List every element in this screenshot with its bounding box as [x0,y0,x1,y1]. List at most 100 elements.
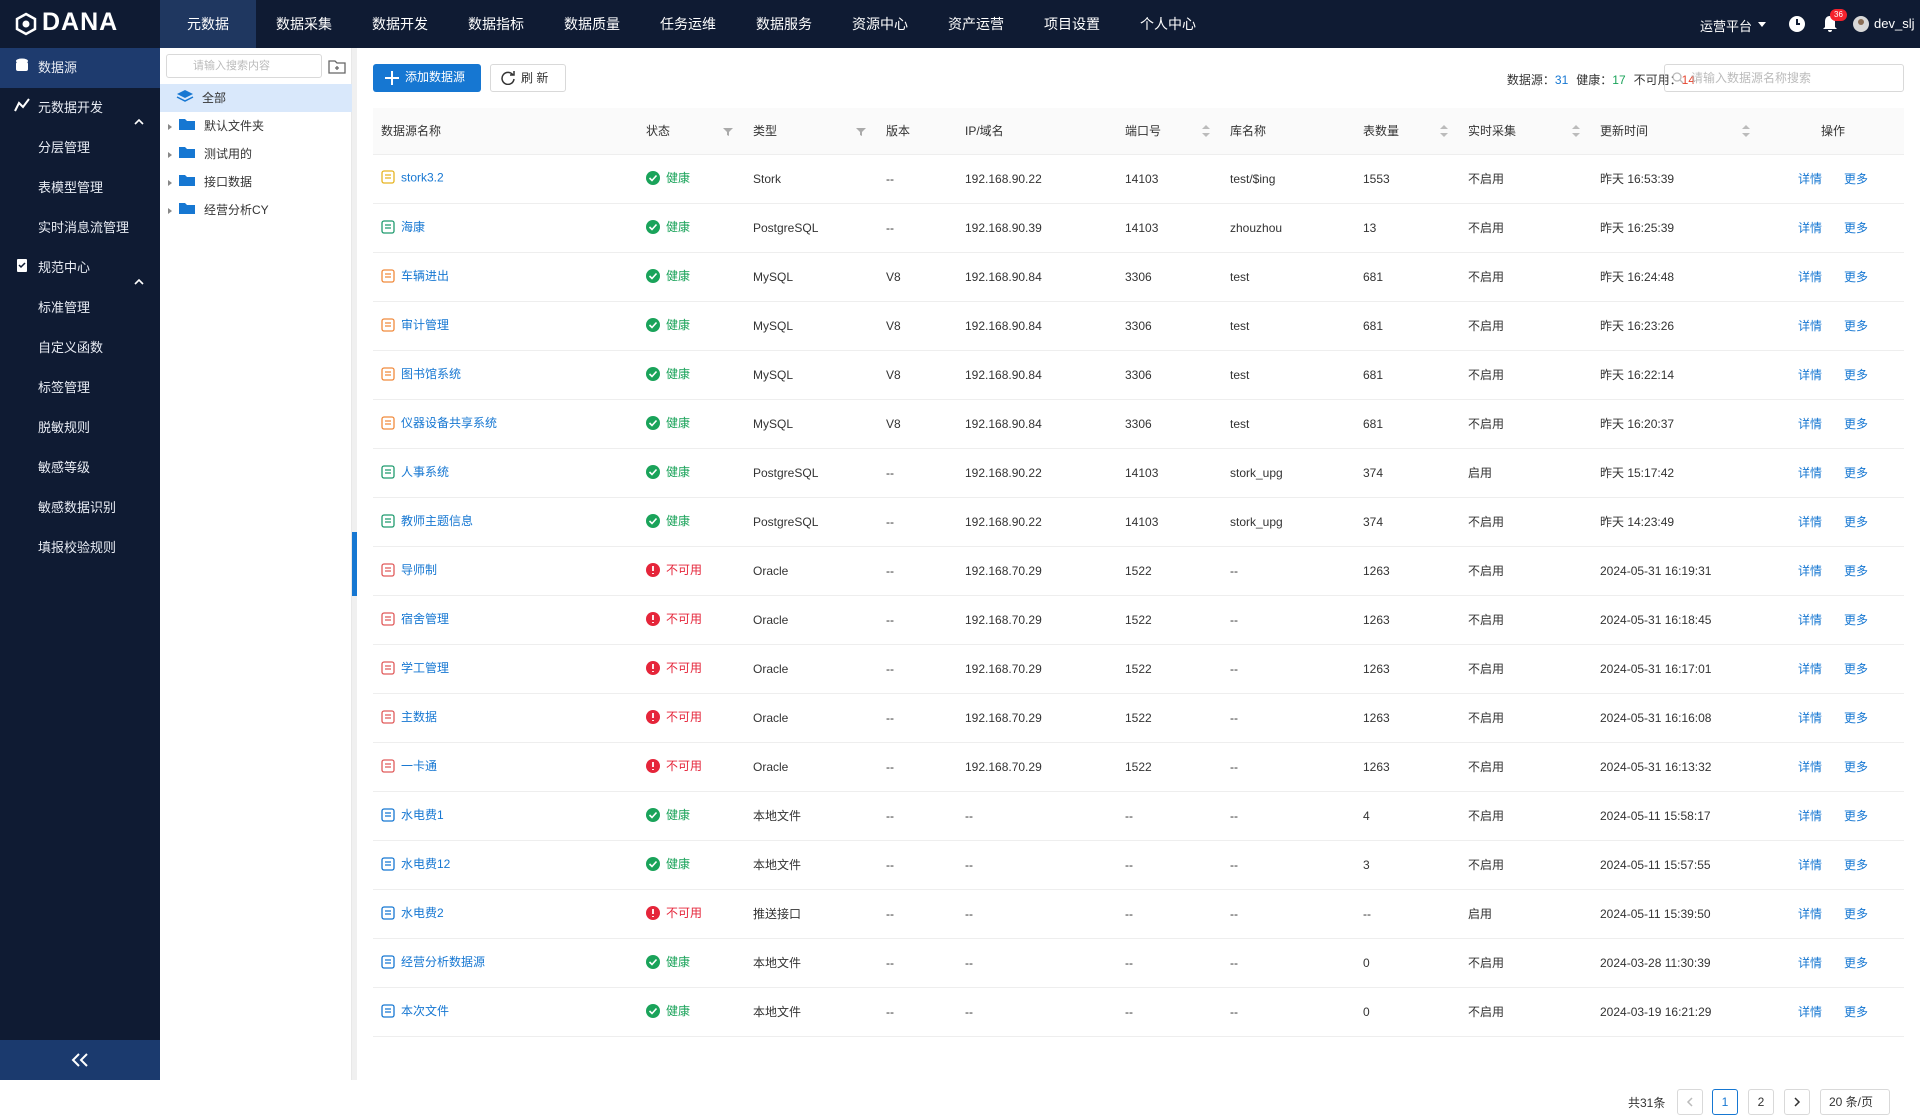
tree-node[interactable]: 经营分析CY [160,196,352,224]
action-link[interactable]: 详情 [1797,417,1822,431]
nav-tab[interactable]: 元数据 [160,0,256,48]
action-link[interactable]: 更多 [1844,319,1869,333]
submenu-item[interactable]: 分层管理 [38,140,91,155]
nav-tab[interactable]: 项目设置 [1044,16,1100,32]
action-link[interactable]: 更多 [1844,760,1869,774]
tree-search[interactable]: 请输入搜索内容 [166,54,322,78]
avatar[interactable] [1852,15,1870,33]
submenu-item[interactable]: 敏感等级 [38,460,91,475]
action-link[interactable]: 更多 [1844,1005,1869,1019]
action-link[interactable]: 更多 [1844,613,1869,627]
page-size[interactable]: 20 条/页 [1820,1089,1890,1115]
action-link[interactable]: 详情 [1797,564,1822,578]
source-name[interactable]: 人事系统 [401,465,450,480]
action-link[interactable]: 详情 [1797,270,1822,284]
action-link[interactable]: 更多 [1844,809,1869,823]
action-link[interactable]: 更多 [1844,956,1869,970]
action-link[interactable]: 详情 [1797,221,1822,235]
action-link[interactable]: 更多 [1844,711,1869,725]
action-link[interactable]: 更多 [1844,564,1869,578]
action-link[interactable]: 详情 [1797,907,1822,921]
menu-item[interactable]: 规范中心 [0,248,160,288]
source-name[interactable]: 教师主题信息 [401,514,474,529]
source-name[interactable]: 水电费1 [401,808,444,823]
source-name[interactable]: stork3.2 [401,170,444,185]
action-link[interactable]: 详情 [1797,662,1822,676]
submenu-item[interactable]: 敏感数据识别 [38,500,117,515]
action-link[interactable]: 详情 [1797,515,1822,529]
action-link[interactable]: 更多 [1844,368,1869,382]
action-link[interactable]: 详情 [1797,956,1822,970]
source-name[interactable]: 主数据 [401,710,438,725]
nav-tab[interactable]: 资源中心 [852,16,908,32]
action-link[interactable]: 详情 [1797,760,1822,774]
nav-tab[interactable]: 资产运营 [948,16,1004,32]
prev-page[interactable] [1677,1089,1703,1115]
action-link[interactable]: 更多 [1844,515,1869,529]
submenu-item[interactable]: 脱敏规则 [38,420,91,435]
new-folder-icon[interactable] [328,58,346,74]
action-link[interactable]: 更多 [1844,858,1869,872]
action-link[interactable]: 详情 [1797,466,1822,480]
nav-tab[interactable]: 数据开发 [372,16,428,32]
table-row: 车辆进出 健康 MySQL V8 192.168.90.84 3306 test 681 不启用… [373,252,1904,302]
nav-tab[interactable]: 个人中心 [1140,16,1196,32]
action-link[interactable]: 更多 [1844,907,1869,921]
source-name[interactable]: 仪器设备共享系统 [401,416,498,431]
page-button[interactable]: 2 [1748,1089,1774,1115]
refresh-button[interactable]: 刷 新 [490,64,566,92]
menu-item[interactable]: 数据源 [0,48,160,88]
action-link[interactable]: 详情 [1797,613,1822,627]
nav-tab[interactable]: 数据服务 [756,16,812,32]
platform-select[interactable]: 运营平台 [1700,19,1753,34]
tree-node[interactable]: 全部 [160,84,352,112]
action-link[interactable]: 详情 [1797,368,1822,382]
source-name[interactable]: 水电费2 [401,906,444,921]
scroll-thumb[interactable] [352,532,357,596]
nav-tab[interactable]: 数据指标 [468,16,524,32]
source-name[interactable]: 经营分析数据源 [401,955,486,970]
action-link[interactable]: 详情 [1797,172,1822,186]
action-link[interactable]: 更多 [1844,662,1869,676]
tree-node[interactable]: 测试用的 [160,140,352,168]
nav-tab[interactable]: 数据质量 [564,16,620,32]
source-name[interactable]: 图书馆系统 [401,367,462,382]
submenu-item[interactable]: 标准管理 [38,300,91,315]
clock-icon[interactable] [1788,15,1806,33]
submenu-item[interactable]: 实时消息流管理 [38,220,130,235]
nav-tab[interactable]: 任务运维 [660,16,716,32]
action-link[interactable]: 更多 [1844,417,1869,431]
submenu-item[interactable]: 标签管理 [38,380,91,395]
action-link[interactable]: 更多 [1844,221,1869,235]
tree-node[interactable]: 接口数据 [160,168,352,196]
page-button[interactable]: 1 [1712,1089,1738,1115]
action-link[interactable]: 更多 [1844,466,1869,480]
collapse-button[interactable] [0,1040,160,1080]
submenu-item[interactable]: 表模型管理 [38,180,104,195]
source-name[interactable]: 宿舍管理 [401,612,450,627]
submenu-item[interactable]: 填报校验规则 [38,540,117,555]
source-name[interactable]: 车辆进出 [401,269,450,284]
submenu-item[interactable]: 自定义函数 [38,340,104,355]
user-name[interactable]: dev_slj [1874,16,1915,31]
action-link[interactable]: 详情 [1797,711,1822,725]
source-name[interactable]: 审计管理 [401,318,450,333]
next-page[interactable] [1784,1089,1810,1115]
source-name[interactable]: 导师制 [401,563,438,578]
action-link[interactable]: 详情 [1797,809,1822,823]
action-link[interactable]: 更多 [1844,172,1869,186]
source-name[interactable]: 海康 [401,220,426,235]
nav-tab[interactable]: 数据采集 [276,16,332,32]
action-link[interactable]: 详情 [1797,319,1822,333]
source-search[interactable]: 请输入数据源名称搜索 [1664,64,1904,92]
tree-node[interactable]: 默认文件夹 [160,112,352,140]
action-link[interactable]: 详情 [1797,858,1822,872]
cell: 681 [1355,399,1460,449]
action-link[interactable]: 详情 [1797,1005,1822,1019]
source-name[interactable]: 本次文件 [401,1004,450,1019]
action-link[interactable]: 更多 [1844,270,1869,284]
source-name[interactable]: 一卡通 [401,759,438,774]
menu-item[interactable]: 元数据开发 [0,88,160,128]
source-name[interactable]: 学工管理 [401,661,450,676]
source-name[interactable]: 水电费12 [401,857,451,872]
